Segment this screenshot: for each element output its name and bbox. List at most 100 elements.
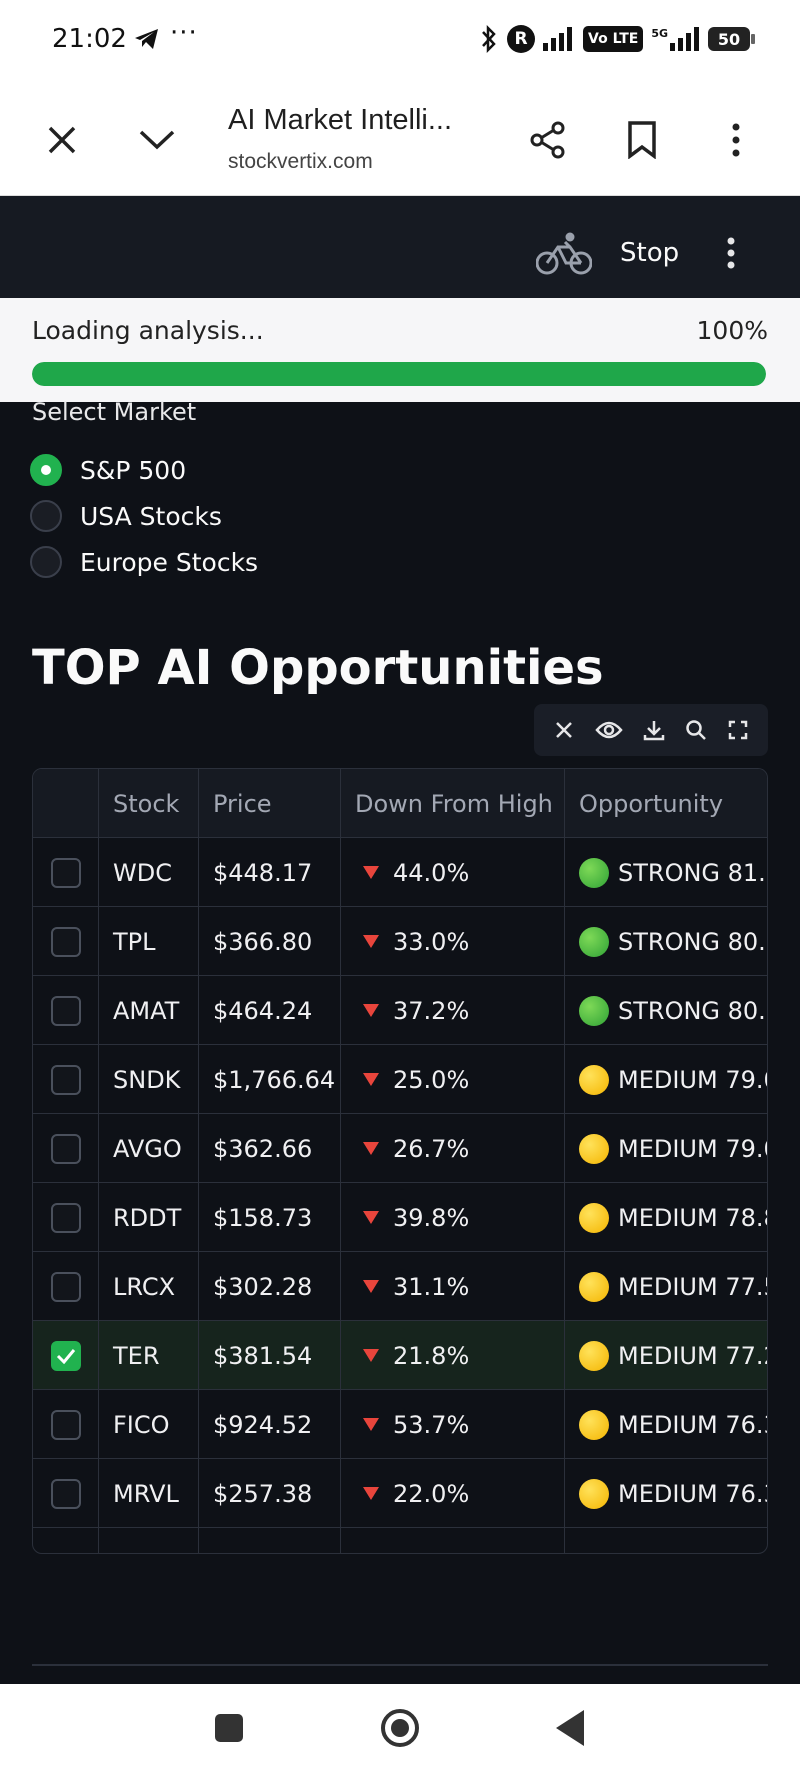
row-checkbox[interactable] <box>50 857 81 888</box>
select-market-label: Select Market <box>32 398 197 426</box>
cell-stock: SNDK <box>99 1045 199 1114</box>
radio-sp500[interactable]: S&P 500 <box>30 454 186 486</box>
header-price[interactable]: Price <box>199 769 341 838</box>
table-header: Stock Price Down From High Opportunity <box>33 769 767 838</box>
green-circle-icon <box>579 995 609 1026</box>
radio-button[interactable] <box>30 546 62 578</box>
table-row[interactable]: TER $381.54 21.8% MEDIUM 77.2 <box>33 1321 768 1390</box>
row-checkbox[interactable] <box>50 1202 81 1233</box>
radio-label: Europe Stocks <box>80 547 259 577</box>
share-button[interactable] <box>526 118 570 162</box>
row-select <box>33 1114 99 1183</box>
table-row[interactable]: MRVL $257.38 22.0% MEDIUM 76.3 <box>33 1459 767 1528</box>
down-value: 25.0% <box>393 1065 470 1094</box>
row-select <box>33 1045 99 1114</box>
table-toolbar <box>534 704 768 756</box>
close-tab-button[interactable] <box>40 118 84 162</box>
table-row[interactable]: RDDT $158.73 39.8% MEDIUM 78.8 <box>33 1183 767 1252</box>
down-value: 31.1% <box>393 1272 470 1301</box>
yellow-circle-icon <box>579 1271 609 1302</box>
row-checkbox[interactable] <box>50 926 81 957</box>
table-row[interactable]: FICO $924.52 53.7% MEDIUM 76.3 <box>33 1390 768 1459</box>
row-checkbox[interactable] <box>50 1064 81 1095</box>
header-down-from-high[interactable]: Down From High <box>341 769 565 838</box>
back-button[interactable] <box>556 1710 584 1746</box>
cell-price: $924.52 <box>199 1390 341 1459</box>
radio-usa-stocks[interactable]: USA Stocks <box>30 500 222 532</box>
cell-down <box>341 1528 565 1553</box>
radio-button[interactable] <box>30 454 62 486</box>
row-checkbox[interactable] <box>50 1271 81 1302</box>
down-value: 39.8% <box>393 1203 470 1232</box>
cell-price: $464.24 <box>199 976 341 1045</box>
stop-button[interactable]: Stop <box>620 238 680 268</box>
table-row[interactable]: WDC $448.17 44.0% STRONG 81.2 <box>33 838 768 907</box>
cell-down: 25.0% <box>341 1045 565 1114</box>
cell-opportunity: STRONG 80.0 <box>565 976 767 1045</box>
opportunity-value: STRONG 81.2 <box>618 858 768 887</box>
fullscreen-icon[interactable] <box>728 720 748 740</box>
row-checkbox[interactable] <box>50 1409 81 1440</box>
status-bar: 21:02 ··· R Vo LTE 5G 50 <box>0 0 800 82</box>
cell-opportunity: MEDIUM 79.0 <box>565 1045 768 1114</box>
page-url: stockvertix.com <box>228 150 373 173</box>
down-value: 26.7% <box>393 1134 470 1163</box>
table-row[interactable]: AVGO $362.66 26.7% MEDIUM 79.0 <box>33 1114 767 1183</box>
close-icon[interactable] <box>554 720 574 740</box>
home-button[interactable] <box>381 1709 419 1747</box>
row-checkbox[interactable] <box>50 1133 81 1164</box>
down-value: 44.0% <box>393 858 470 887</box>
row-checkbox[interactable] <box>50 1478 81 1509</box>
row-checkbox[interactable] <box>50 995 81 1026</box>
row-select <box>33 1528 99 1553</box>
opportunity-value: STRONG 80.9 <box>618 927 768 956</box>
table-row[interactable]: SNDK $1,766.64 25.0% MEDIUM 79.0 <box>33 1045 768 1114</box>
cell-down: 31.1% <box>341 1252 565 1321</box>
recent-apps-button[interactable] <box>215 1714 243 1742</box>
browser-toolbar: AI Market Intelli... stockvertix.com <box>0 82 800 196</box>
opportunity-value: MEDIUM 77.2 <box>618 1341 768 1370</box>
opportunity-value: MEDIUM 79.0 <box>618 1065 768 1094</box>
system-nav-bar <box>0 1684 800 1778</box>
row-checkbox[interactable] <box>50 1340 81 1371</box>
row-select <box>33 838 99 907</box>
browser-menu-button[interactable] <box>714 118 758 162</box>
loading-percent: 100% <box>696 316 768 345</box>
table-row[interactable]: LRCX $302.28 31.1% MEDIUM 77.5 <box>33 1252 767 1321</box>
down-triangle-icon <box>363 1073 379 1086</box>
header-opportunity[interactable]: Opportunity <box>579 789 724 818</box>
down-value: 53.7% <box>393 1410 470 1439</box>
page-title: AI Market Intelli... <box>228 104 453 136</box>
cell-stock: TER <box>99 1321 199 1390</box>
down-triangle-icon <box>363 1211 379 1224</box>
header-stock[interactable]: Stock <box>99 769 199 838</box>
eye-icon[interactable] <box>594 720 623 740</box>
app-menu-icon[interactable] <box>726 236 736 270</box>
radio-label: S&P 500 <box>80 455 187 485</box>
opportunity-value: MEDIUM 76.3 <box>618 1410 768 1439</box>
down-value: 33.0% <box>393 927 470 956</box>
down-value: 37.2% <box>393 996 470 1025</box>
table-row[interactable]: TPL $366.80 33.0% STRONG 80.9 <box>33 907 768 976</box>
checkmark-icon <box>56 1348 75 1364</box>
cell-price: $448.17 <box>199 838 341 907</box>
green-circle-icon <box>579 857 609 888</box>
radio-button[interactable] <box>30 500 62 532</box>
cell-opportunity: MEDIUM 77.2 <box>565 1321 768 1390</box>
cell-stock: LRCX <box>99 1252 199 1321</box>
table-row[interactable]: AMAT $464.24 37.2% STRONG 80.0 <box>33 976 767 1045</box>
minimize-button[interactable] <box>135 118 179 162</box>
cell-price: $366.80 <box>199 907 341 976</box>
yellow-circle-icon <box>579 1340 609 1371</box>
search-icon[interactable] <box>685 719 707 741</box>
download-icon[interactable] <box>643 719 665 741</box>
bookmark-button[interactable] <box>620 118 664 162</box>
row-select <box>33 1321 99 1390</box>
signal-5g-icon <box>670 27 699 51</box>
down-triangle-icon <box>363 1004 379 1017</box>
cell-price: $158.73 <box>199 1183 341 1252</box>
status-time: 21:02 <box>52 24 127 54</box>
cell-down: 33.0% <box>341 907 565 976</box>
progress-fill <box>32 362 766 386</box>
radio-europe-stocks[interactable]: Europe Stocks <box>30 546 258 578</box>
